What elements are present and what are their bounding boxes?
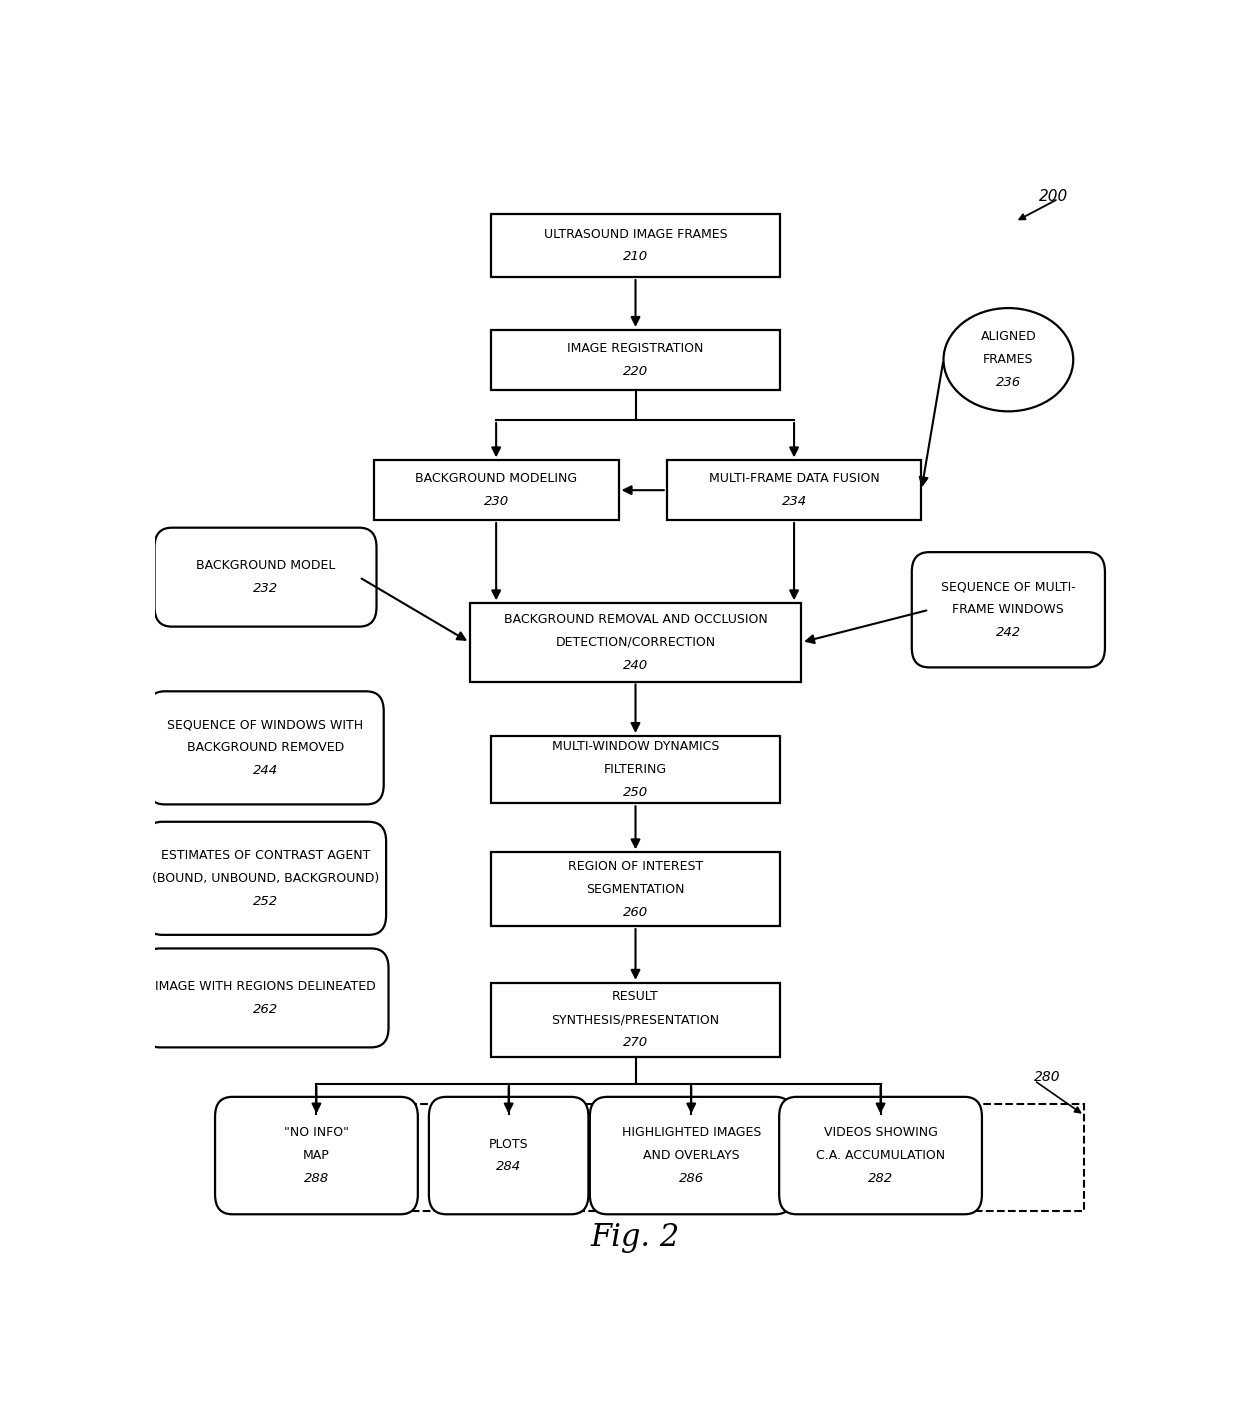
Text: ULTRASOUND IMAGE FRAMES: ULTRASOUND IMAGE FRAMES <box>543 227 728 240</box>
Text: 252: 252 <box>253 895 278 908</box>
Text: RESULT: RESULT <box>613 990 658 1004</box>
Text: ALIGNED: ALIGNED <box>981 330 1037 343</box>
Text: FRAME WINDOWS: FRAME WINDOWS <box>952 603 1064 616</box>
Text: 230: 230 <box>484 496 508 508</box>
Text: 236: 236 <box>996 376 1021 390</box>
FancyBboxPatch shape <box>491 215 780 277</box>
FancyBboxPatch shape <box>143 949 388 1048</box>
Text: 262: 262 <box>253 1003 278 1015</box>
FancyBboxPatch shape <box>470 603 801 682</box>
Text: 200: 200 <box>1039 189 1068 205</box>
FancyBboxPatch shape <box>667 460 921 520</box>
Text: Fig. 2: Fig. 2 <box>591 1221 680 1252</box>
FancyBboxPatch shape <box>491 983 780 1056</box>
FancyBboxPatch shape <box>590 1097 792 1214</box>
Text: IMAGE WITH REGIONS DELINEATED: IMAGE WITH REGIONS DELINEATED <box>155 980 376 993</box>
Text: 270: 270 <box>622 1036 649 1049</box>
FancyBboxPatch shape <box>373 460 619 520</box>
Text: 244: 244 <box>253 764 278 777</box>
Text: BACKGROUND MODELING: BACKGROUND MODELING <box>415 472 577 486</box>
Text: 240: 240 <box>622 659 649 672</box>
FancyBboxPatch shape <box>911 552 1105 668</box>
FancyBboxPatch shape <box>779 1097 982 1214</box>
Text: PLOTS: PLOTS <box>489 1138 528 1151</box>
Ellipse shape <box>944 308 1074 411</box>
Text: FRAMES: FRAMES <box>983 353 1034 366</box>
Text: ESTIMATES OF CONTRAST AGENT: ESTIMATES OF CONTRAST AGENT <box>161 849 371 861</box>
FancyBboxPatch shape <box>145 822 386 935</box>
FancyBboxPatch shape <box>491 853 780 926</box>
Text: "NO INFO": "NO INFO" <box>284 1127 348 1139</box>
FancyBboxPatch shape <box>155 528 377 627</box>
Text: IMAGE REGISTRATION: IMAGE REGISTRATION <box>568 342 703 354</box>
Text: SEQUENCE OF WINDOWS WITH: SEQUENCE OF WINDOWS WITH <box>167 719 363 731</box>
Text: 250: 250 <box>622 786 649 799</box>
Text: 232: 232 <box>253 582 278 594</box>
Text: MULTI-FRAME DATA FUSION: MULTI-FRAME DATA FUSION <box>709 472 879 486</box>
Text: BACKGROUND REMOVED: BACKGROUND REMOVED <box>187 741 345 754</box>
Text: 286: 286 <box>678 1172 704 1185</box>
Text: AND OVERLAYS: AND OVERLAYS <box>642 1149 739 1162</box>
FancyBboxPatch shape <box>491 330 780 390</box>
Text: SYNTHESIS/PRESENTATION: SYNTHESIS/PRESENTATION <box>552 1014 719 1027</box>
Text: C.A. ACCUMULATION: C.A. ACCUMULATION <box>816 1149 945 1162</box>
Text: HIGHLIGHTED IMAGES: HIGHLIGHTED IMAGES <box>621 1127 761 1139</box>
Text: (BOUND, UNBOUND, BACKGROUND): (BOUND, UNBOUND, BACKGROUND) <box>151 871 379 885</box>
Text: 242: 242 <box>996 626 1021 640</box>
Text: 260: 260 <box>622 905 649 919</box>
Text: BACKGROUND REMOVAL AND OCCLUSION: BACKGROUND REMOVAL AND OCCLUSION <box>503 613 768 626</box>
Text: BACKGROUND MODEL: BACKGROUND MODEL <box>196 559 335 572</box>
Text: FILTERING: FILTERING <box>604 762 667 777</box>
Text: DETECTION/CORRECTION: DETECTION/CORRECTION <box>556 635 715 650</box>
Text: SEGMENTATION: SEGMENTATION <box>587 882 684 895</box>
FancyBboxPatch shape <box>215 1097 418 1214</box>
Text: SEQUENCE OF MULTI-: SEQUENCE OF MULTI- <box>941 580 1076 593</box>
Text: 234: 234 <box>781 496 807 508</box>
Text: VIDEOS SHOWING: VIDEOS SHOWING <box>823 1127 937 1139</box>
Text: 280: 280 <box>1034 1070 1061 1084</box>
Text: 220: 220 <box>622 364 649 377</box>
Text: REGION OF INTEREST: REGION OF INTEREST <box>568 860 703 873</box>
Text: 288: 288 <box>304 1172 329 1185</box>
Text: 284: 284 <box>496 1161 521 1173</box>
FancyBboxPatch shape <box>491 736 780 803</box>
FancyBboxPatch shape <box>148 692 383 805</box>
Text: 282: 282 <box>868 1172 893 1185</box>
FancyBboxPatch shape <box>429 1097 589 1214</box>
Text: MAP: MAP <box>303 1149 330 1162</box>
Text: MULTI-WINDOW DYNAMICS: MULTI-WINDOW DYNAMICS <box>552 740 719 753</box>
Text: 210: 210 <box>622 250 649 264</box>
